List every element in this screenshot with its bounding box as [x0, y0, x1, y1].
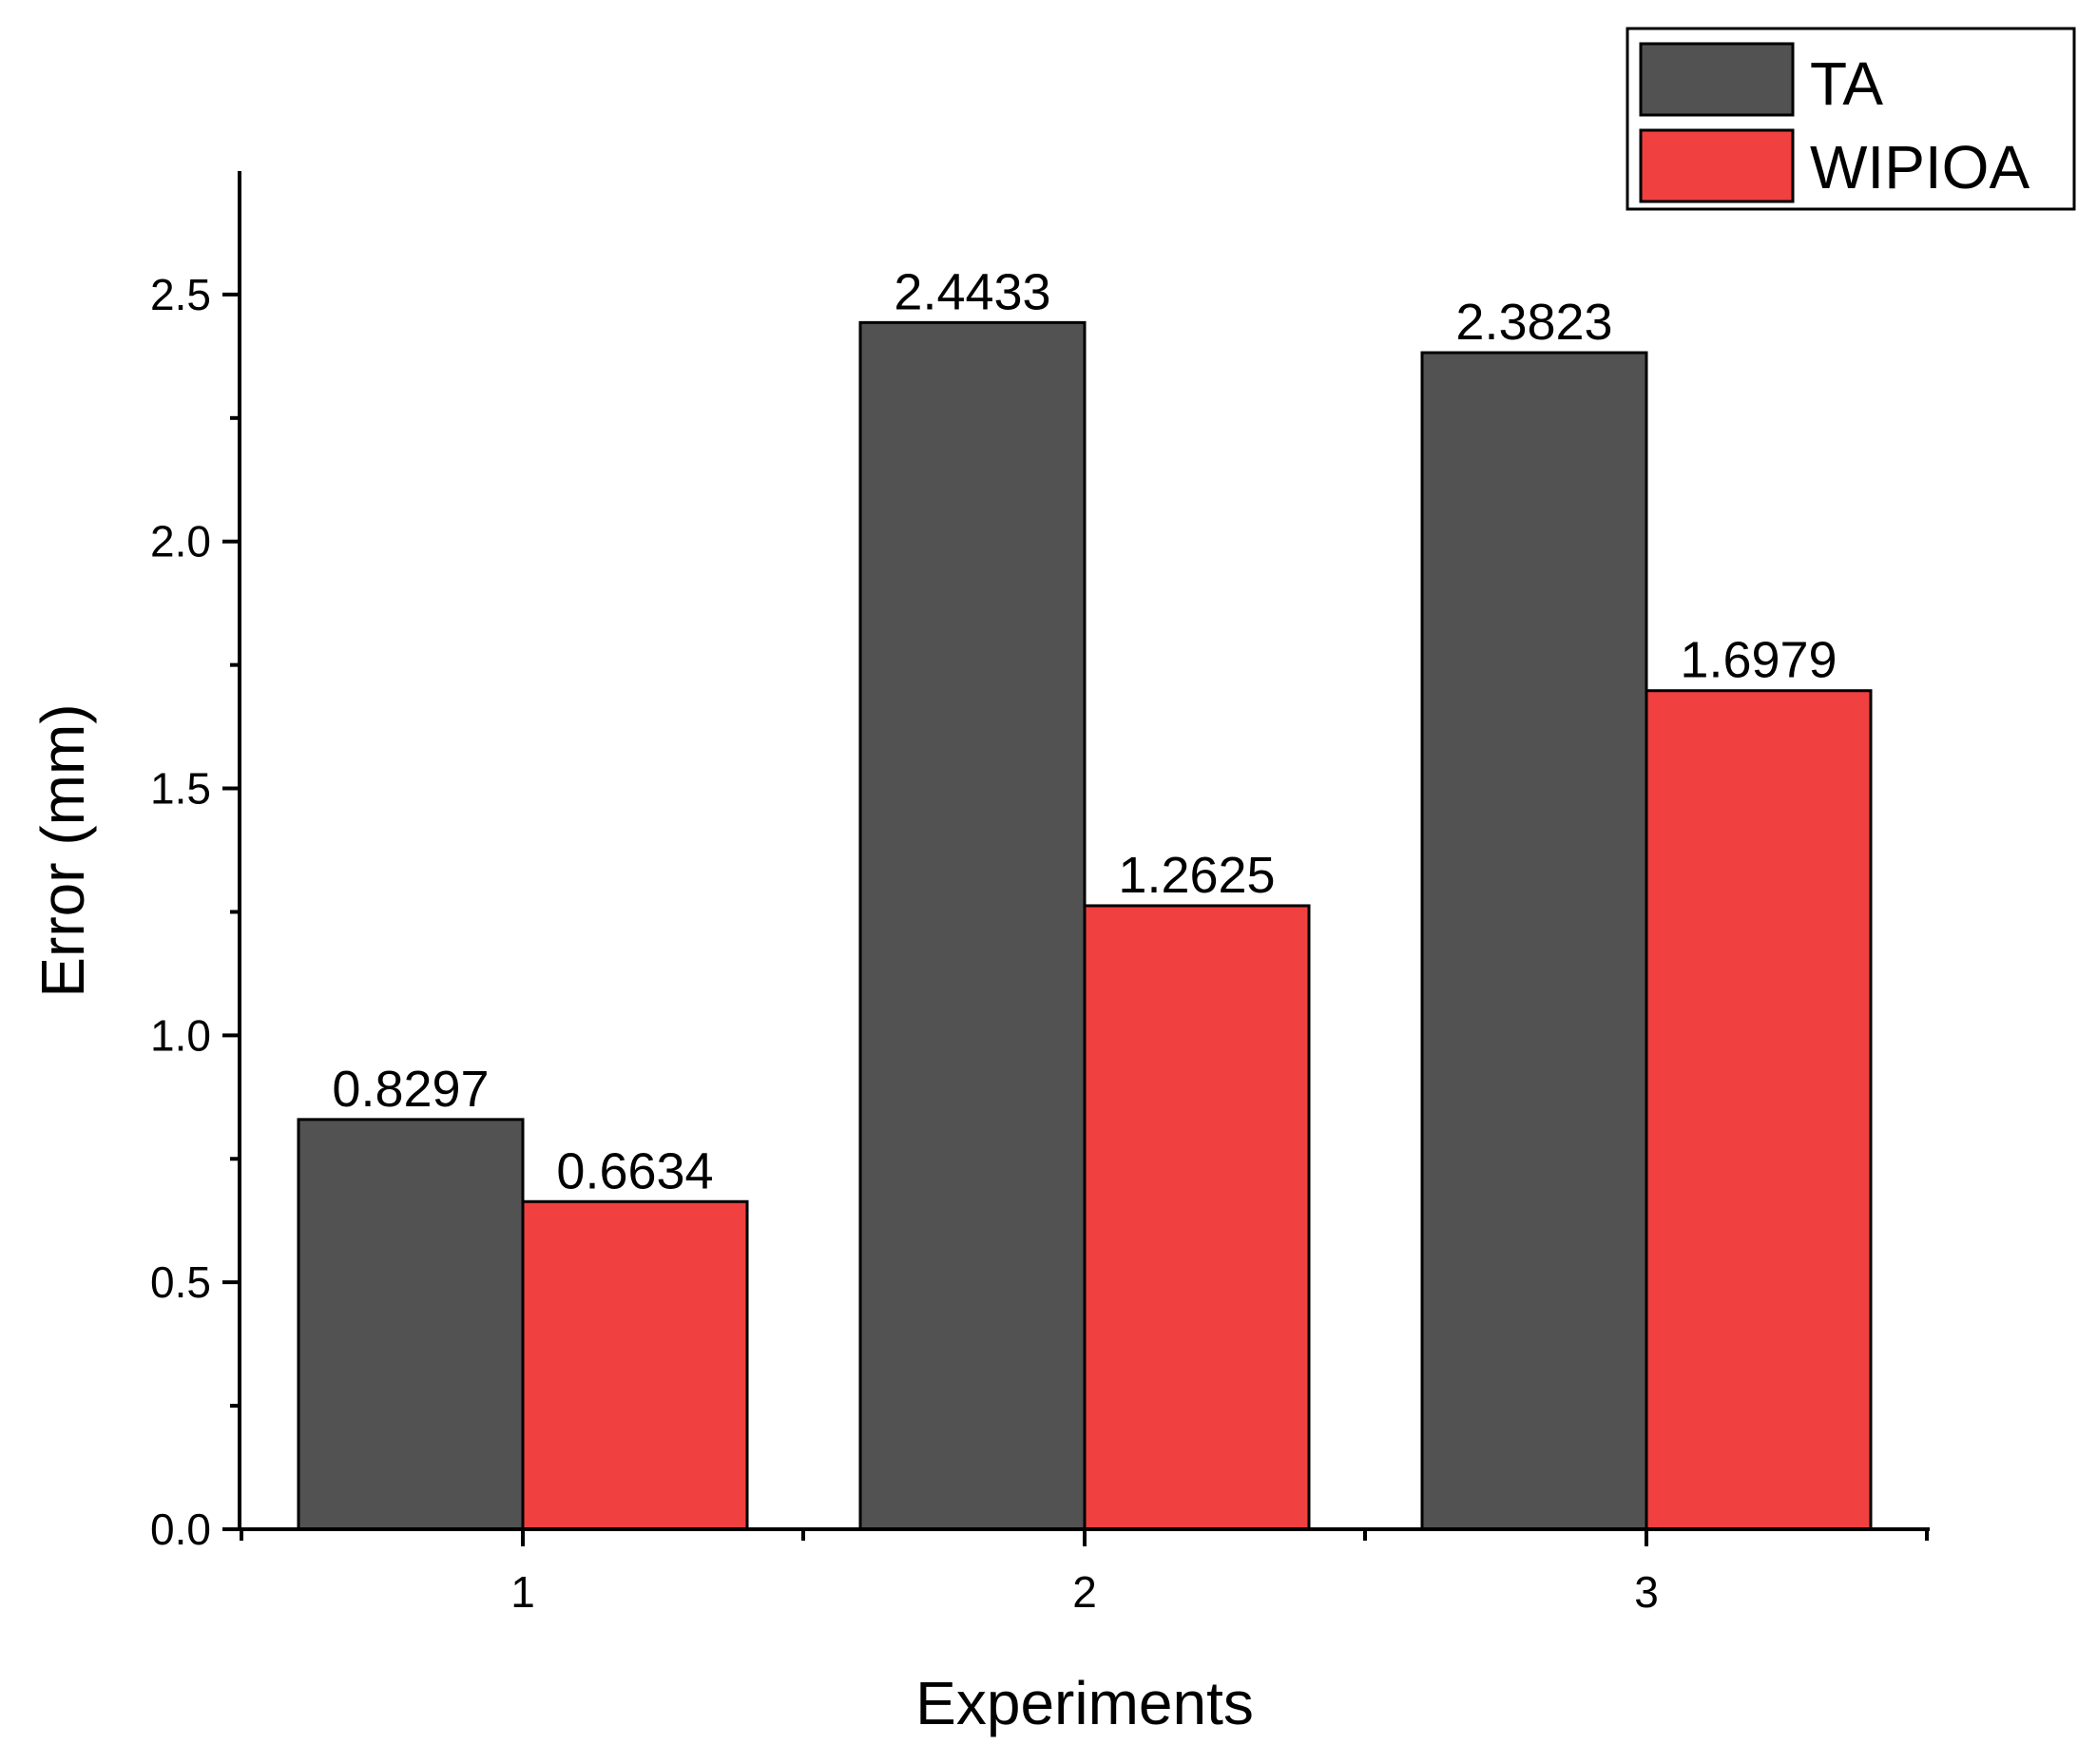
bar-ta-3	[1420, 351, 1648, 1531]
bar-ta-1	[297, 1118, 525, 1531]
data-label-wipioa-3: 1.6979	[1680, 632, 1837, 689]
bar-wipioa-3	[1645, 689, 1873, 1531]
data-label-ta-3: 2.3823	[1455, 294, 1612, 351]
legend-swatch-ta	[1639, 42, 1795, 117]
legend-swatch-wipioa	[1639, 128, 1795, 203]
y-tick-label: 1.5	[150, 764, 211, 814]
y-tick-label: 0.5	[150, 1257, 211, 1307]
data-label-wipioa-2: 1.2625	[1118, 847, 1275, 904]
x-tick-label: 3	[1634, 1567, 1659, 1617]
y-tick-label: 2.5	[150, 270, 211, 319]
bar-wipioa-2	[1083, 904, 1311, 1531]
bar-wipioa-1	[521, 1199, 749, 1531]
legend-label-ta: TA	[1810, 49, 1883, 118]
data-label-ta-1: 0.8297	[332, 1061, 489, 1118]
bar-ta-2	[858, 320, 1087, 1531]
bars-group	[297, 320, 1873, 1531]
y-ticks-group: 0.0 0.5 1.0 1.5 2.0 2.5	[150, 270, 240, 1554]
x-axis-title: Experiments	[915, 1669, 1254, 1737]
data-label-wipioa-1: 0.6634	[556, 1142, 713, 1199]
y-tick-label: 1.0	[150, 1010, 211, 1060]
legend-label-wipioa: WIPIOA	[1810, 133, 2030, 201]
x-tick-label: 1	[510, 1567, 535, 1617]
y-axis-title: Error (mm)	[29, 703, 97, 997]
y-tick-label: 2.0	[150, 517, 211, 566]
y-tick-label: 0.0	[150, 1505, 211, 1554]
x-ticks-group: 1 2 3	[240, 1529, 1929, 1617]
data-label-ta-2: 2.4433	[894, 263, 1050, 320]
data-labels-group: 0.8297 2.4433 2.3823 0.6634 1.2625 1.6979	[332, 263, 1837, 1199]
legend: TA WIPIOA	[1626, 27, 2076, 211]
x-tick-label: 2	[1072, 1567, 1097, 1617]
